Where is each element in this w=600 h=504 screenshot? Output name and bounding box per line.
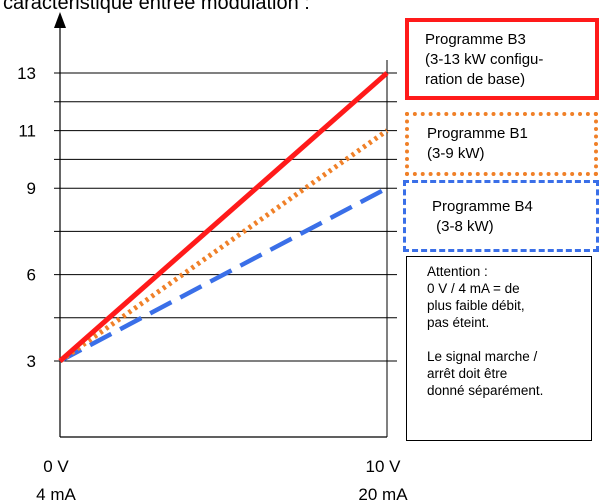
- y-tick-label-11: 11: [18, 122, 36, 141]
- legend-b1-line2: (3-9 kW): [427, 145, 485, 162]
- y-tick-label-13: 13: [17, 64, 36, 83]
- chart-title: caractéristique entrée modulation :: [3, 0, 310, 14]
- legend-box-b1: Programme B1 (3-9 kW): [405, 112, 598, 176]
- series-line-programme-b4: [58, 186, 389, 363]
- x-tick-label-1-volt: 10 V: [366, 457, 402, 476]
- attention-note: Attention : 0 V / 4 mA = de plus faible …: [406, 256, 592, 441]
- y-tick-label-3: 3: [27, 352, 36, 371]
- note-spacer: [427, 331, 591, 348]
- note-line5: Le signal marche /: [427, 349, 538, 364]
- legend-b3-line1: Programme B3: [425, 31, 526, 48]
- note-line6: arrêt doit être: [427, 366, 508, 381]
- x-tick-label-1-current: 20 mA: [358, 485, 408, 504]
- legend-box-b3: Programme B3 (3-13 kW configu- ration de…: [405, 18, 599, 100]
- legend-b3-line2: (3-13 kW configu-: [425, 51, 544, 68]
- note-line2: 0 V / 4 mA = de: [427, 281, 520, 296]
- x-tick-label-0-current: 4 mA: [36, 485, 76, 504]
- series-line-programme-b3: [58, 71, 389, 363]
- chart-series: [58, 71, 389, 364]
- legend-box-b4: Programme B4 (3-8 kW): [403, 180, 599, 252]
- chart-axes: [54, 12, 388, 438]
- x-tick-labels: 0 V 4 mA 10 V 20 mA: [36, 457, 408, 504]
- x-tick-label-0-volt: 0 V: [43, 457, 69, 476]
- note-line1: Attention :: [427, 264, 488, 279]
- legend-b4-line1: Programme B4: [432, 198, 533, 215]
- legend-b4-line2: (3-8 kW): [432, 218, 494, 235]
- y-axis-arrowhead: [54, 12, 66, 28]
- legend-b3-line3: ration de base): [425, 71, 526, 88]
- note-line4: pas éteint.: [427, 315, 490, 330]
- note-line7: donné séparément.: [427, 383, 544, 398]
- y-tick-label-6: 6: [27, 266, 36, 285]
- y-tick-labels: 3 6 9 11 13: [17, 64, 36, 371]
- legend-b1-line1: Programme B1: [427, 125, 528, 142]
- note-line3: plus faible débit,: [427, 298, 525, 313]
- y-tick-label-9: 9: [27, 179, 36, 198]
- series-line-programme-b1: [58, 128, 389, 364]
- chart-grid: [54, 72, 397, 362]
